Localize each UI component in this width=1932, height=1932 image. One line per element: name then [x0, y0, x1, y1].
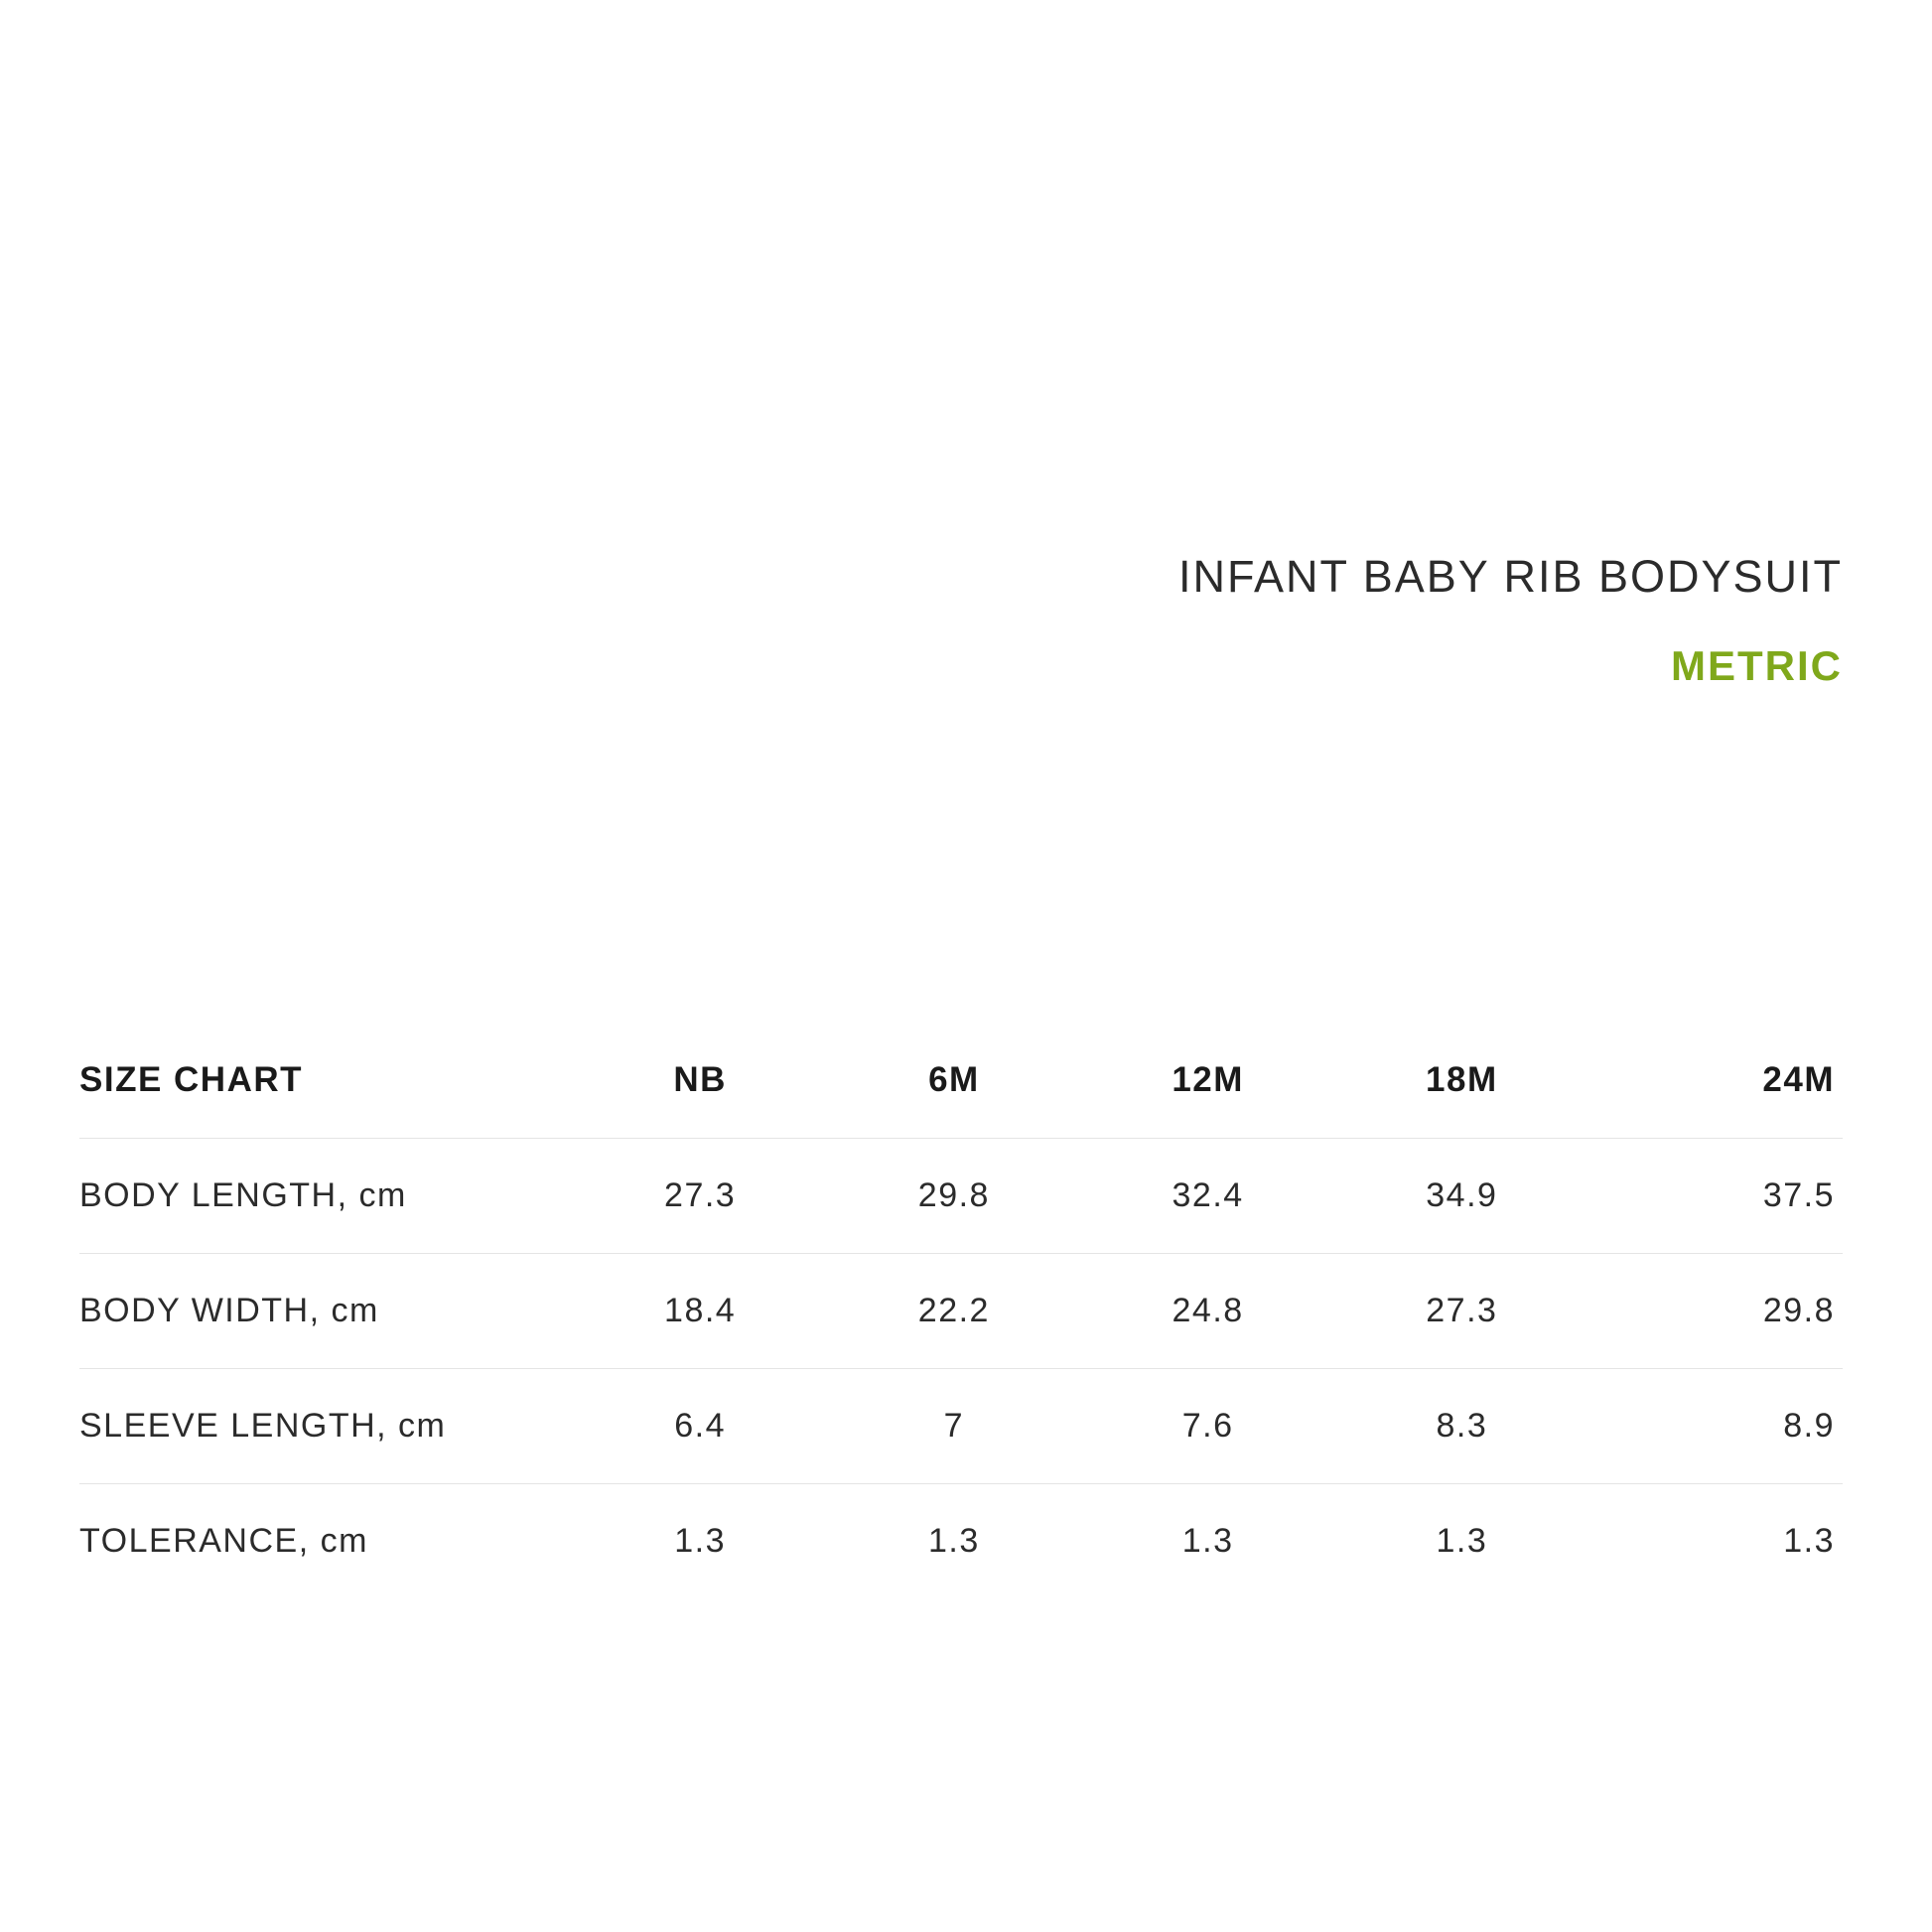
cell: 7 [827, 1369, 1081, 1484]
size-chart-table-wrap: SIZE CHART NB 6M 12M 18M 24M BODY LENGTH… [79, 1023, 1843, 1598]
table-col-header: 24M [1588, 1023, 1843, 1139]
header-block: INFANT BABY RIB BODYSUIT METRIC [1178, 551, 1843, 690]
cell: 29.8 [1588, 1254, 1843, 1369]
row-label: TOLERANCE, cm [79, 1484, 573, 1599]
product-title: INFANT BABY RIB BODYSUIT [1178, 551, 1843, 603]
cell: 1.3 [827, 1484, 1081, 1599]
table-col-header: 18M [1334, 1023, 1588, 1139]
table-header-row: SIZE CHART NB 6M 12M 18M 24M [79, 1023, 1843, 1139]
cell: 1.3 [1081, 1484, 1335, 1599]
cell: 27.3 [1334, 1254, 1588, 1369]
unit-label: METRIC [1178, 642, 1843, 690]
cell: 18.4 [573, 1254, 827, 1369]
cell: 22.2 [827, 1254, 1081, 1369]
cell: 24.8 [1081, 1254, 1335, 1369]
table-row: TOLERANCE, cm 1.3 1.3 1.3 1.3 1.3 [79, 1484, 1843, 1599]
cell: 34.9 [1334, 1139, 1588, 1254]
table-row: SLEEVE LENGTH, cm 6.4 7 7.6 8.3 8.9 [79, 1369, 1843, 1484]
row-label: BODY LENGTH, cm [79, 1139, 573, 1254]
row-label: SLEEVE LENGTH, cm [79, 1369, 573, 1484]
cell: 29.8 [827, 1139, 1081, 1254]
table-row: BODY WIDTH, cm 18.4 22.2 24.8 27.3 29.8 [79, 1254, 1843, 1369]
cell: 8.9 [1588, 1369, 1843, 1484]
cell: 6.4 [573, 1369, 827, 1484]
cell: 1.3 [1588, 1484, 1843, 1599]
table-row: BODY LENGTH, cm 27.3 29.8 32.4 34.9 37.5 [79, 1139, 1843, 1254]
size-chart-table: SIZE CHART NB 6M 12M 18M 24M BODY LENGTH… [79, 1023, 1843, 1598]
cell: 27.3 [573, 1139, 827, 1254]
cell: 37.5 [1588, 1139, 1843, 1254]
cell: 32.4 [1081, 1139, 1335, 1254]
size-chart-page: INFANT BABY RIB BODYSUIT METRIC SIZE CHA… [0, 0, 1932, 1932]
table-col-header: 6M [827, 1023, 1081, 1139]
row-label: BODY WIDTH, cm [79, 1254, 573, 1369]
cell: 1.3 [573, 1484, 827, 1599]
table-col-header: NB [573, 1023, 827, 1139]
table-corner-label: SIZE CHART [79, 1023, 573, 1139]
cell: 8.3 [1334, 1369, 1588, 1484]
cell: 1.3 [1334, 1484, 1588, 1599]
table-col-header: 12M [1081, 1023, 1335, 1139]
cell: 7.6 [1081, 1369, 1335, 1484]
